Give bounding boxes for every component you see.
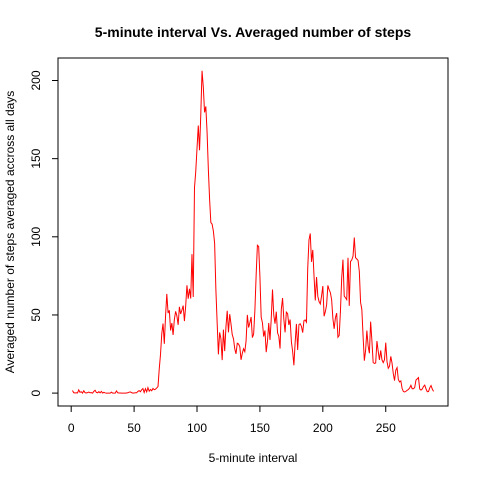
x-tick-label: 150	[250, 421, 270, 435]
data-line	[72, 70, 435, 395]
chart-title: 5-minute interval Vs. Averaged number of…	[95, 24, 412, 40]
x-tick-label: 0	[68, 421, 75, 435]
y-axis-label: Averaged number of steps averaged accros…	[3, 91, 17, 374]
x-tick-label: 250	[376, 421, 396, 435]
y-tick-label: 100	[29, 226, 43, 246]
y-tick-label: 200	[29, 70, 43, 90]
x-tick-label: 200	[313, 421, 333, 435]
x-tick-label: 100	[187, 421, 207, 435]
y-tick-label: 150	[29, 148, 43, 168]
y-tick-label: 50	[29, 308, 43, 322]
x-tick-label: 50	[127, 421, 141, 435]
plot-box	[57, 57, 449, 407]
y-tick-label: 0	[29, 389, 43, 396]
x-axis-label: 5-minute interval	[209, 451, 298, 465]
